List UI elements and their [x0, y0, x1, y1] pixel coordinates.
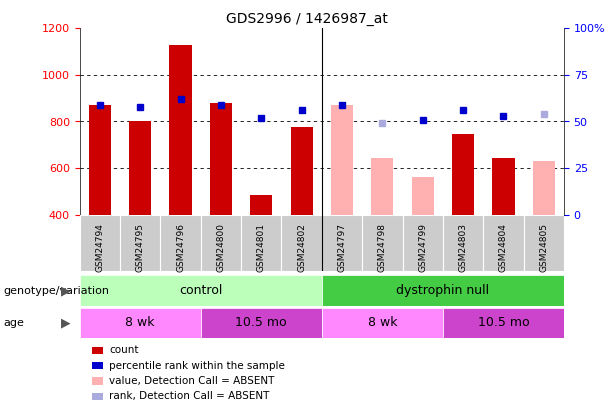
Bar — [322, 308, 443, 338]
Text: GDS2996 / 1426987_at: GDS2996 / 1426987_at — [226, 12, 387, 26]
Bar — [371, 158, 394, 215]
Text: ▶: ▶ — [61, 284, 70, 297]
Bar — [169, 45, 192, 215]
Bar — [281, 215, 322, 271]
Text: GSM24795: GSM24795 — [135, 223, 145, 272]
Text: GSM24796: GSM24796 — [176, 223, 185, 272]
Bar — [403, 215, 443, 271]
Text: dystrophin null: dystrophin null — [397, 284, 489, 297]
Text: 8 wk: 8 wk — [368, 316, 397, 330]
Text: GSM24797: GSM24797 — [338, 223, 346, 272]
Bar — [80, 275, 322, 306]
Text: GSM24799: GSM24799 — [418, 223, 427, 272]
Text: age: age — [3, 318, 24, 328]
Bar — [524, 215, 564, 271]
Text: 10.5 mo: 10.5 mo — [478, 316, 529, 330]
Bar — [291, 127, 313, 215]
Text: rank, Detection Call = ABSENT: rank, Detection Call = ABSENT — [109, 392, 270, 401]
Bar — [443, 215, 483, 271]
Bar — [201, 215, 241, 271]
Bar — [210, 103, 232, 215]
Text: ▶: ▶ — [61, 316, 70, 330]
Text: GSM24802: GSM24802 — [297, 223, 306, 272]
Text: 10.5 mo: 10.5 mo — [235, 316, 287, 330]
Text: control: control — [179, 284, 223, 297]
Text: GSM24800: GSM24800 — [216, 223, 226, 272]
Bar — [322, 215, 362, 271]
Bar — [120, 215, 161, 271]
Text: GSM24801: GSM24801 — [257, 223, 266, 272]
Bar — [492, 158, 514, 215]
Text: GSM24803: GSM24803 — [459, 223, 468, 272]
Text: 8 wk: 8 wk — [126, 316, 155, 330]
Bar — [250, 195, 272, 215]
Bar — [80, 308, 201, 338]
Bar — [161, 215, 201, 271]
Bar — [483, 215, 524, 271]
Bar — [411, 177, 434, 215]
Bar — [241, 215, 281, 271]
Text: genotype/variation: genotype/variation — [3, 286, 109, 296]
Bar — [533, 161, 555, 215]
Bar — [362, 215, 403, 271]
Bar — [80, 215, 120, 271]
Text: GSM24798: GSM24798 — [378, 223, 387, 272]
Text: count: count — [109, 345, 139, 355]
Text: GSM24804: GSM24804 — [499, 223, 508, 272]
Bar — [331, 105, 353, 215]
Bar — [322, 275, 564, 306]
Bar — [201, 308, 322, 338]
Text: value, Detection Call = ABSENT: value, Detection Call = ABSENT — [109, 376, 275, 386]
Text: GSM24794: GSM24794 — [96, 223, 104, 272]
Bar — [443, 308, 564, 338]
Text: GSM24805: GSM24805 — [539, 223, 548, 272]
Text: percentile rank within the sample: percentile rank within the sample — [109, 361, 285, 371]
Bar — [452, 134, 474, 215]
Bar — [89, 105, 111, 215]
Bar — [129, 122, 151, 215]
